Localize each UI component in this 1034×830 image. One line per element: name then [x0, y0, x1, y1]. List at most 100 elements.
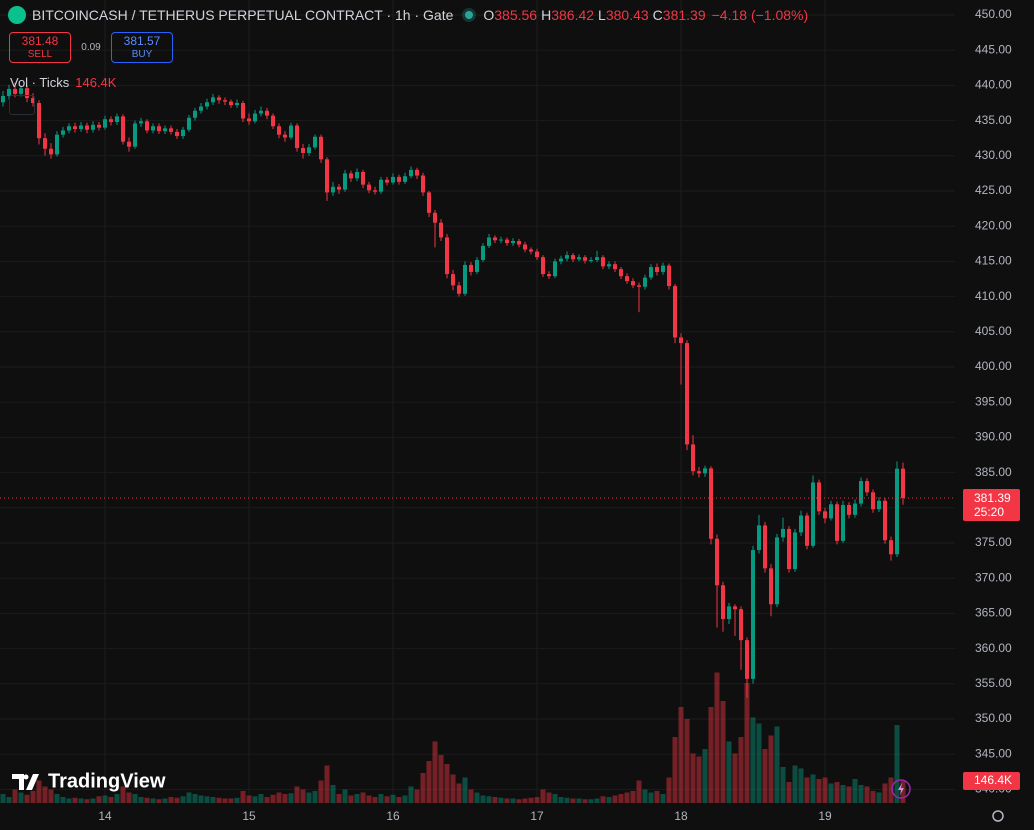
candle-body: [415, 169, 419, 176]
market-status: [465, 11, 474, 19]
candle-body: [265, 110, 269, 116]
volume-bar: [714, 672, 720, 803]
y-tick-label: 350.00: [975, 711, 1012, 725]
volume-bar: [696, 756, 702, 803]
candle-body: [601, 257, 605, 267]
candle-body: [229, 101, 233, 106]
candle-body: [79, 125, 83, 130]
candle-body: [775, 537, 779, 605]
candle-body: [805, 515, 809, 546]
candle-body: [241, 102, 245, 119]
y-tick-label: 360.00: [975, 641, 1012, 655]
volume-bar: [102, 795, 108, 803]
volume-bar: [150, 798, 156, 803]
candle-body: [661, 265, 665, 272]
volume-bar: [336, 794, 342, 803]
volume-bar: [882, 783, 888, 803]
volume-bar: [528, 797, 534, 803]
candle-body: [577, 257, 581, 260]
volume-bar: [606, 797, 612, 803]
candle-body: [871, 492, 875, 510]
candle-body: [7, 88, 11, 96]
candle-body: [1, 95, 5, 103]
candle-body: [709, 468, 713, 539]
volume-bar: [654, 791, 660, 803]
volume-bar: [600, 796, 606, 803]
volume-bar: [648, 792, 654, 803]
ohlc-key: L: [598, 7, 606, 23]
volume-bar: [180, 796, 186, 803]
candle-body: [277, 126, 281, 135]
volume-bar: [552, 794, 558, 803]
candle-body: [163, 128, 167, 132]
volume-bar: [642, 789, 648, 803]
x-tick-label: 15: [242, 809, 256, 823]
volume-bar: [774, 726, 780, 803]
lightning-icon: [898, 783, 904, 795]
candle-body: [61, 130, 65, 135]
candle-body: [901, 468, 905, 499]
candle-body: [565, 255, 569, 259]
lightning-button[interactable]: [891, 779, 911, 799]
candle-body: [439, 222, 443, 238]
volume-bar: [48, 789, 54, 803]
volume-bar: [858, 785, 864, 803]
volume-bar: [372, 797, 378, 803]
volume-bar: [822, 777, 828, 803]
candle-body: [175, 131, 179, 137]
volume-bar: [438, 755, 444, 803]
candle-body: [739, 609, 743, 641]
volume-bar: [108, 797, 114, 803]
volume-bar: [366, 795, 372, 803]
buy-button[interactable]: 381.57 BUY: [111, 32, 173, 63]
candle-body: [631, 281, 635, 286]
volume-bar: [534, 797, 540, 803]
candle-body: [457, 285, 461, 294]
collapse-button[interactable]: [9, 95, 35, 115]
candle-body: [889, 540, 893, 555]
candle-body: [313, 136, 317, 148]
volume-bar: [474, 792, 480, 803]
high-value: 386.42: [551, 7, 595, 23]
volume-bar: [894, 725, 900, 803]
candle-body: [571, 255, 575, 260]
volume-bar: [480, 795, 486, 803]
volume-bar: [6, 797, 12, 803]
volume-bar: [324, 765, 330, 803]
volume-bar: [156, 799, 162, 803]
volume-bar: [624, 792, 630, 803]
candle-body: [745, 640, 749, 679]
ohlc-key: C: [652, 7, 663, 23]
candle-body: [13, 88, 17, 94]
candle-body: [223, 100, 227, 102]
x-tick-label: 17: [530, 809, 544, 823]
volume-bar: [144, 797, 150, 803]
volume-bar: [54, 794, 60, 803]
candle-body: [541, 257, 545, 275]
candle-body: [103, 119, 107, 128]
candle-body: [433, 212, 437, 223]
candle-body: [451, 274, 455, 286]
volume-bar: [204, 796, 210, 803]
y-tick-label: 450.00: [975, 7, 1012, 21]
volume-bar: [396, 797, 402, 803]
candle-body: [259, 110, 263, 114]
candle-body: [247, 118, 251, 122]
volume-bar: [804, 777, 810, 803]
volume-bar: [852, 779, 858, 803]
volume-bar: [162, 798, 168, 803]
volume-bar: [120, 786, 126, 803]
candle-body: [349, 173, 353, 179]
volume-bar: [354, 794, 360, 803]
volume-bar: [876, 792, 882, 803]
candle-body: [817, 482, 821, 512]
candle-body: [217, 97, 221, 101]
sell-button[interactable]: 381.48 SELL: [9, 32, 71, 63]
volume-bar: [24, 794, 30, 803]
volume-bar: [690, 753, 696, 803]
candle-body: [877, 500, 881, 510]
volume-bar: [300, 789, 306, 803]
settings-button[interactable]: [992, 810, 1004, 822]
volume-bar: [0, 794, 6, 803]
